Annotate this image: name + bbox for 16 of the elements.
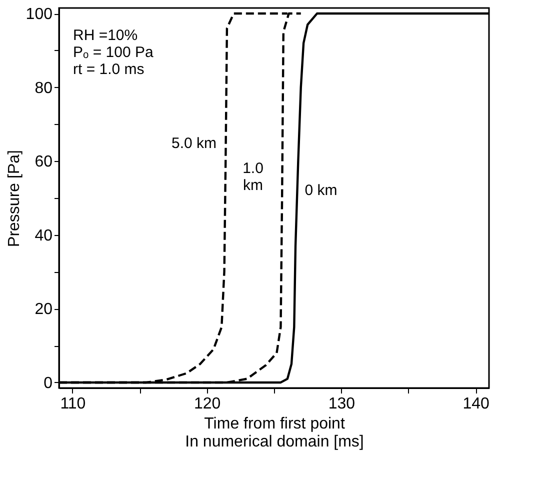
x-tick-label: 120 [194, 396, 221, 412]
y-tick-label: 40 [34, 227, 53, 244]
annotation: RH =10% Pₒ = 100 Pa rt = 1.0 ms [73, 27, 154, 78]
x-tick-label: 130 [328, 396, 356, 412]
y-tick-label: 80 [34, 80, 53, 97]
annotation: 5.0 km [171, 135, 217, 152]
x-tick-label: 140 [462, 396, 490, 412]
annotation: 0 km [304, 182, 338, 199]
y-axis-title: Pressure [Pa] [6, 150, 23, 247]
y-tick-label: 0 [44, 374, 53, 392]
y-tick-label: 60 [34, 154, 53, 171]
y-tick-label: 20 [34, 301, 53, 318]
x-axis-title: Time from first point In numerical domain [ms] [185, 416, 364, 450]
x-tick-label: 110 [60, 396, 86, 412]
annotation: 1.0 km [242, 160, 264, 194]
y-tick-label: 100 [26, 6, 53, 24]
